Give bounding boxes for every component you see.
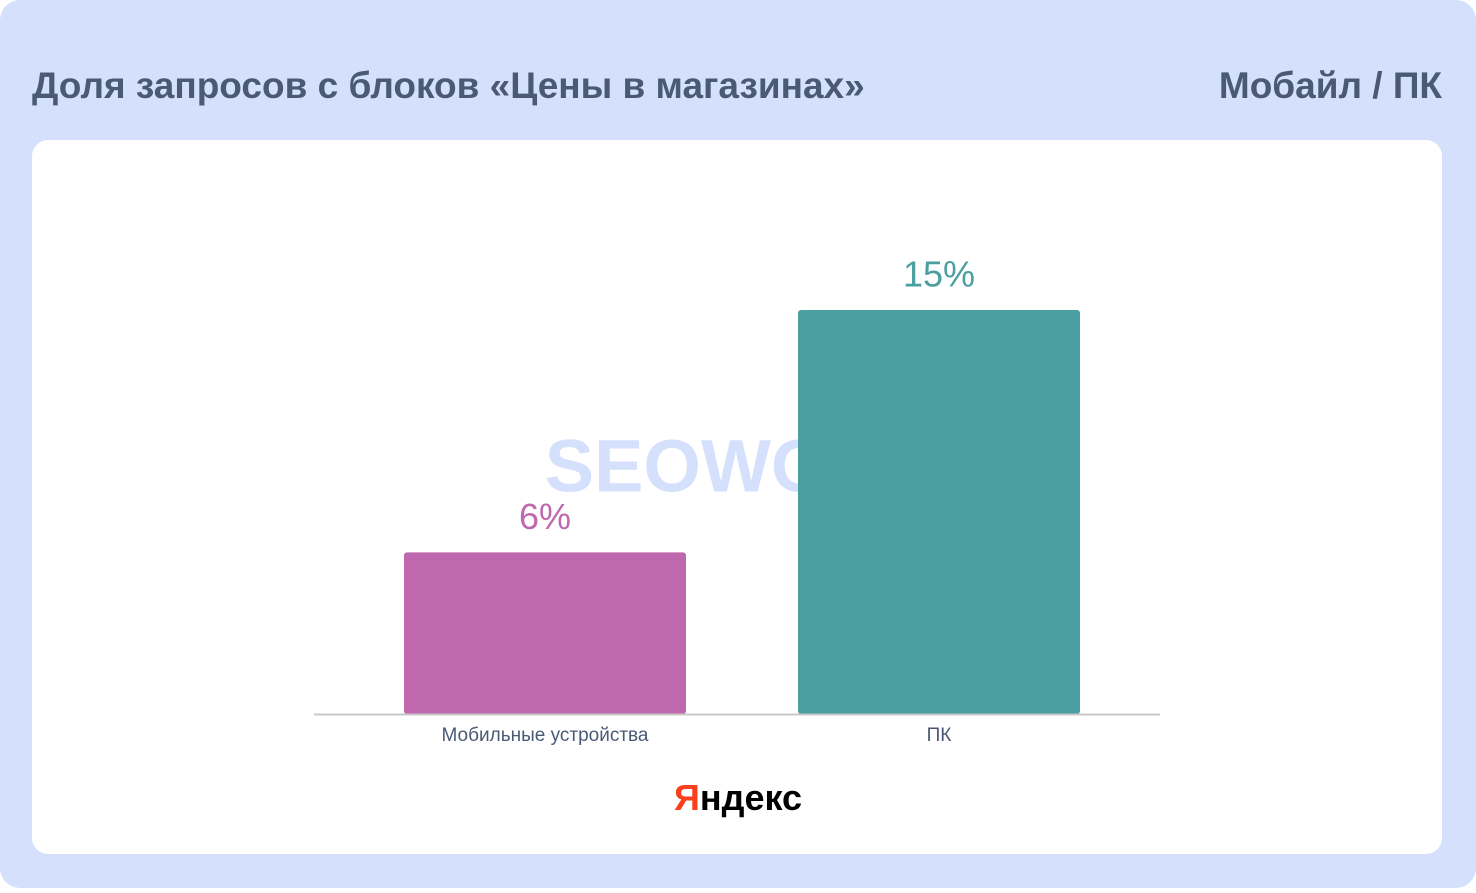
value-label: 6%: [519, 496, 571, 537]
source-logo: Яндекс: [674, 777, 802, 818]
bar: [404, 552, 686, 714]
chart-title: Доля запросов с блоков «Цены в магазинах…: [32, 65, 865, 106]
value-label: 15%: [903, 254, 975, 295]
x-tick-label: ПК: [927, 725, 952, 746]
card: [32, 140, 1442, 854]
plot: [404, 310, 1080, 714]
x-tick-label: Мобильные устройства: [442, 725, 649, 746]
bar: [798, 310, 1080, 714]
chart-subtitle: Мобайл / ПК: [1219, 65, 1443, 106]
